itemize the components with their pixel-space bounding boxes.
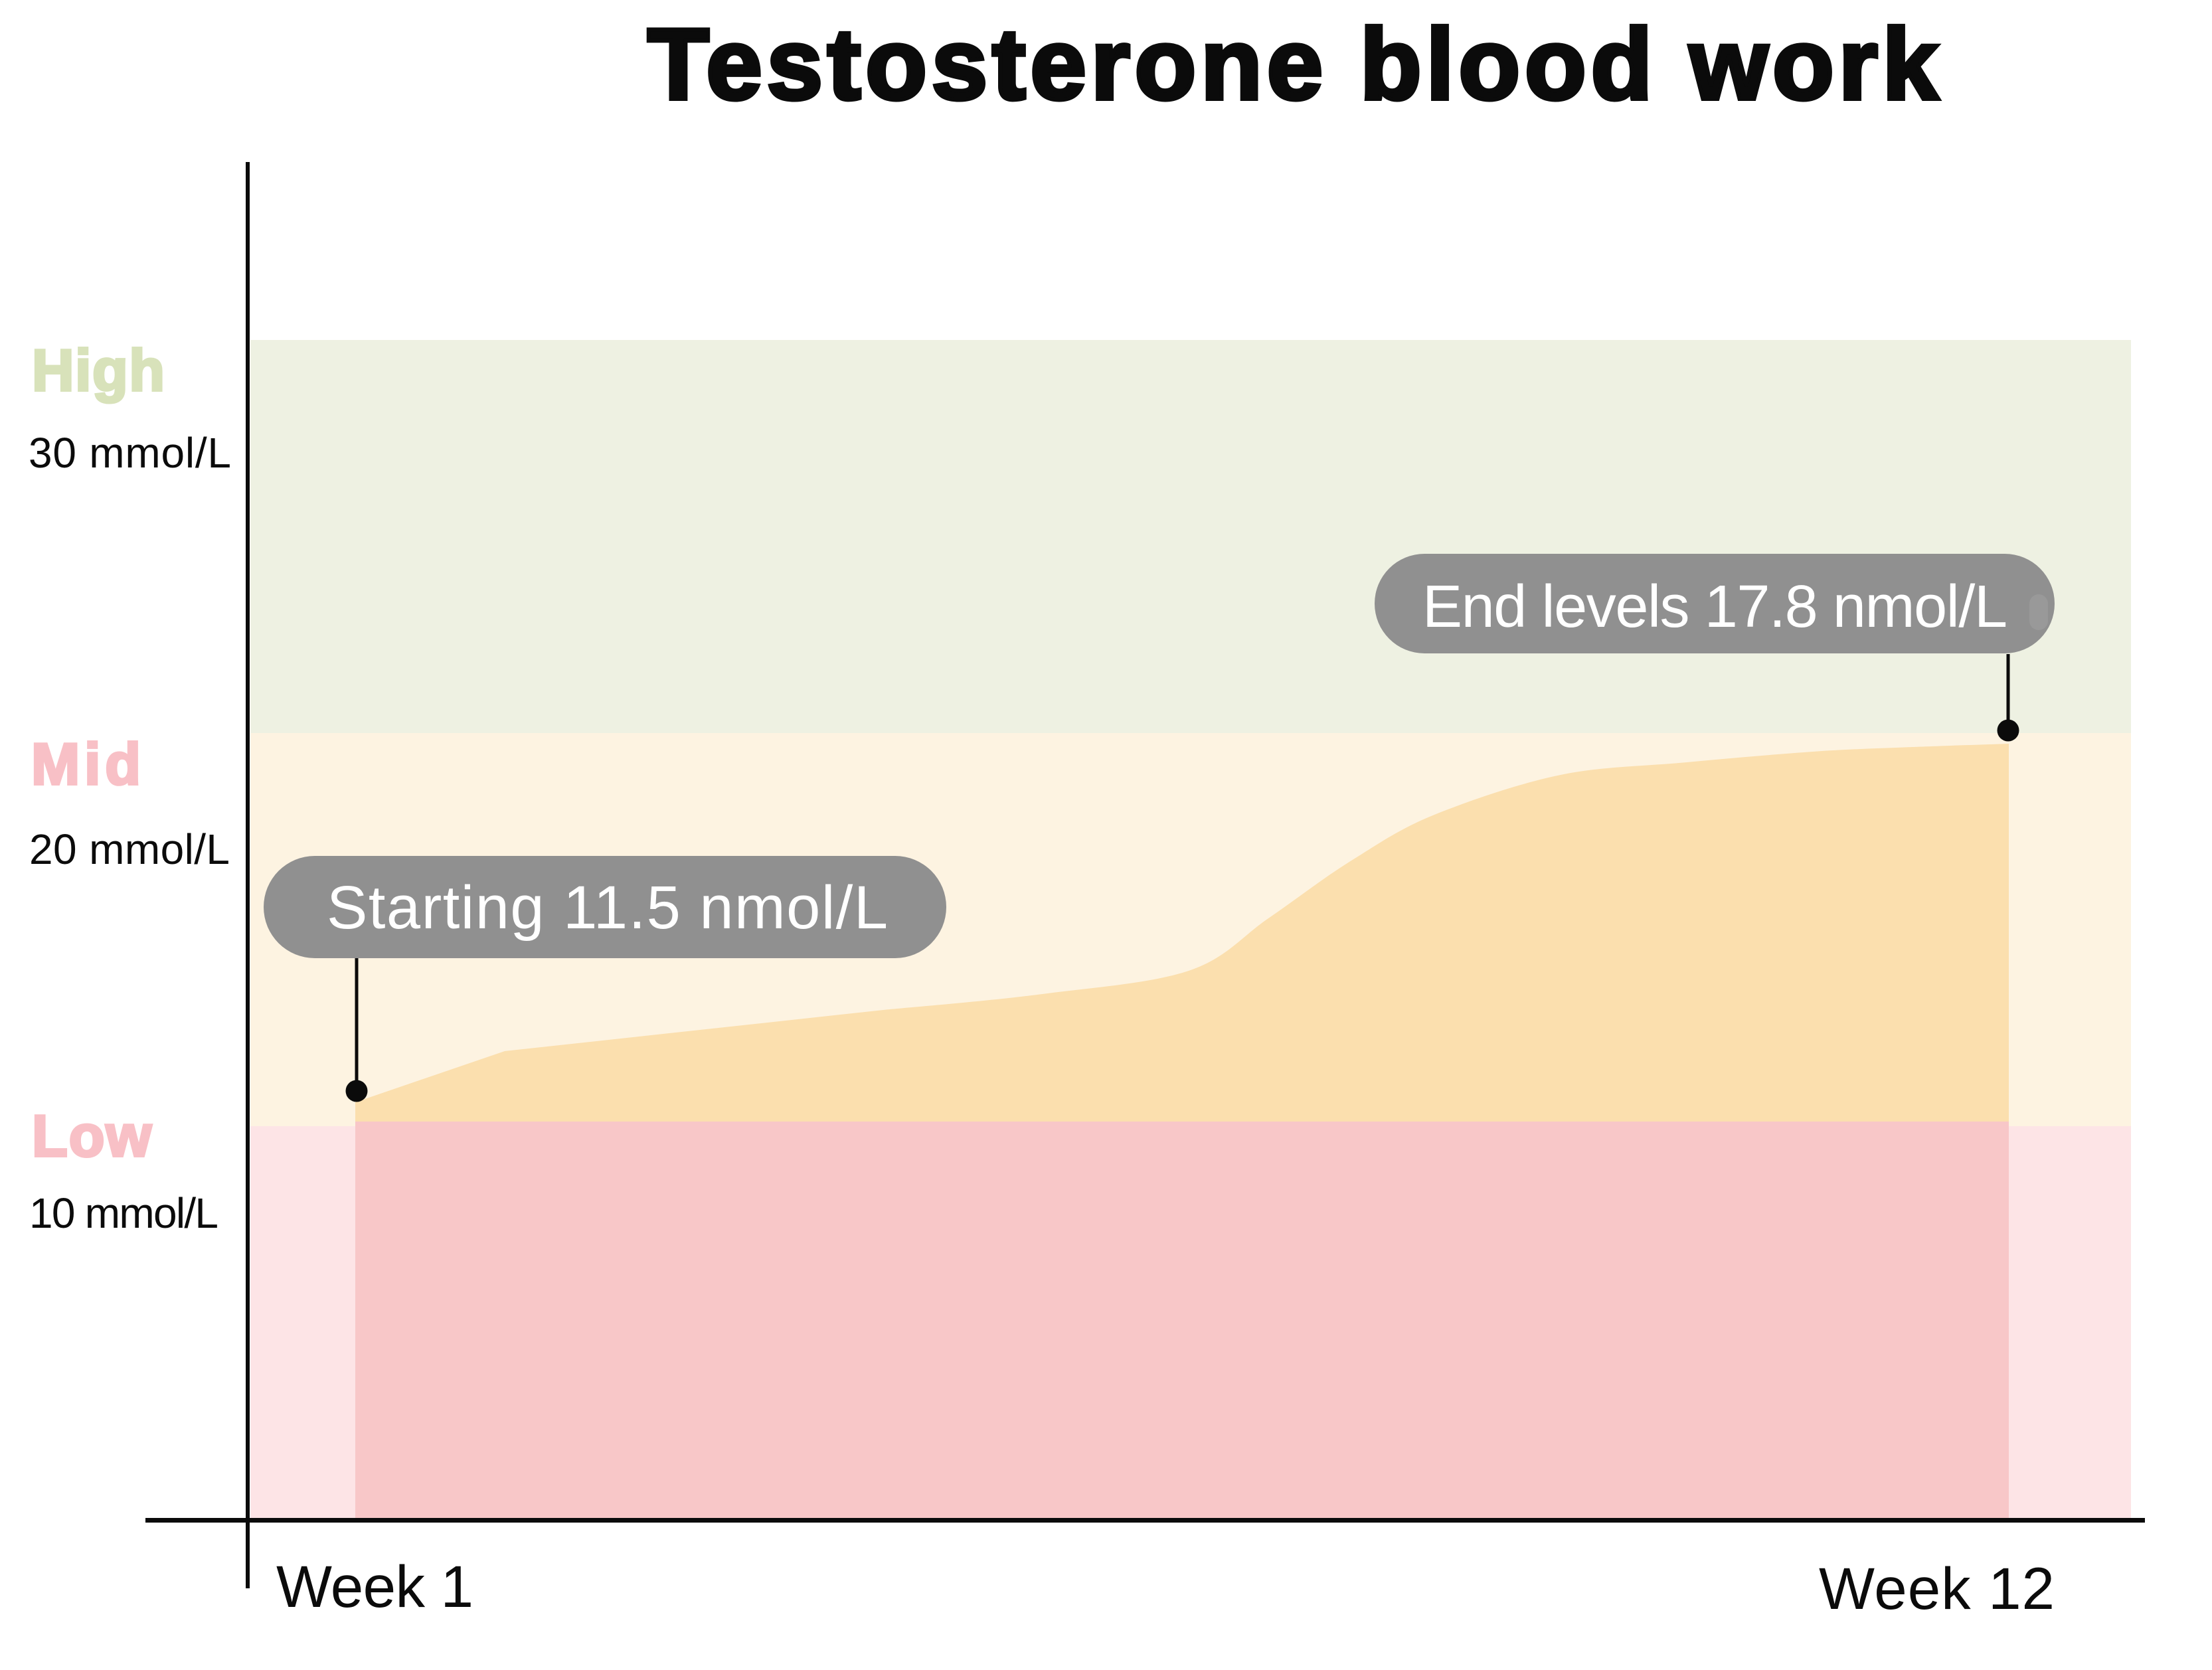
svg-text:10 mmol/L: 10 mmol/L [29, 1189, 218, 1237]
svg-text:Week 12: Week 12 [1819, 1555, 2055, 1622]
svg-text:Low: Low [32, 1103, 152, 1169]
svg-text:30 mmol/L: 30 mmol/L [29, 429, 231, 477]
svg-text:Week 1: Week 1 [276, 1553, 473, 1620]
svg-text:End levels 17.8 nmol/L: End levels 17.8 nmol/L [1422, 574, 2007, 640]
svg-text:Mid: Mid [31, 731, 141, 797]
svg-text:20 mmol/L: 20 mmol/L [29, 825, 230, 873]
svg-text:High: High [32, 337, 165, 403]
svg-text:Testosterone blood work: Testosterone blood work [647, 8, 1938, 121]
svg-text:Starting 11.5 nmol/L: Starting 11.5 nmol/L [327, 874, 888, 942]
